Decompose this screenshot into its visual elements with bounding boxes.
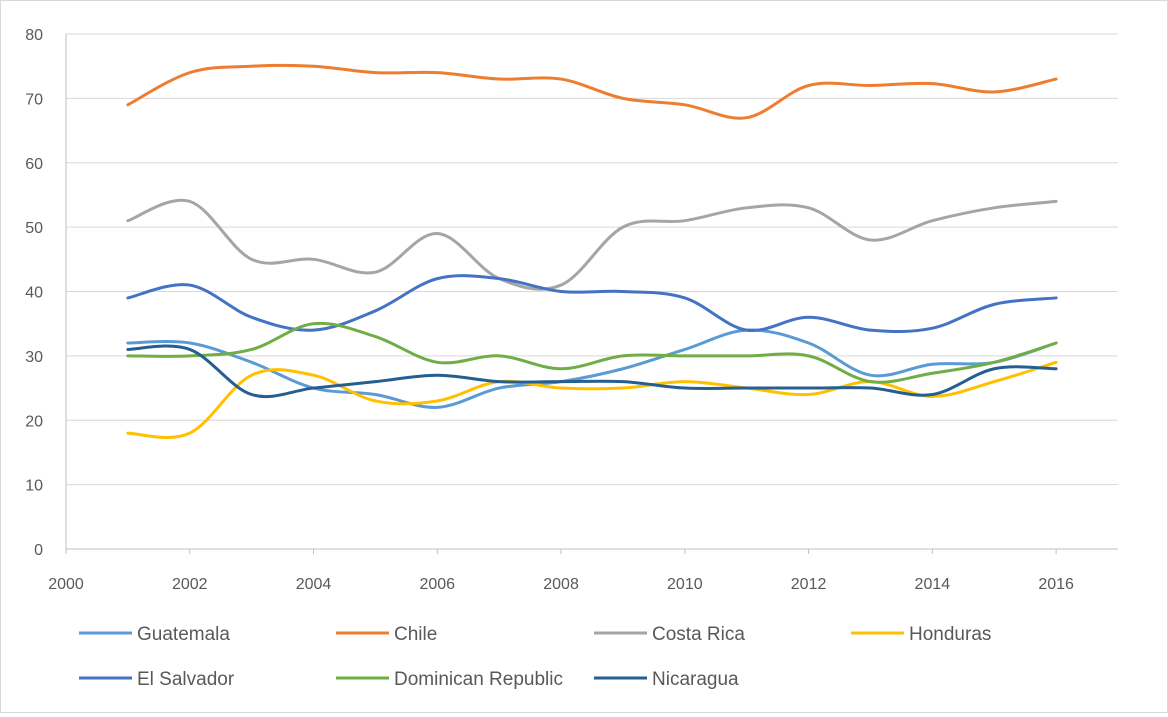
legend-item-chile: Chile bbox=[336, 624, 437, 645]
x-tick-label: 2006 bbox=[419, 576, 455, 593]
x-tick-label: 2008 bbox=[543, 576, 579, 593]
legend-item-el-salvador: El Salvador bbox=[79, 669, 235, 690]
legend: Guatemala Chile Costa Rica Honduras El Salva… bbox=[79, 624, 991, 690]
series-line-honduras bbox=[126, 360, 1058, 440]
series-line-dominican-republic bbox=[126, 321, 1058, 384]
y-tick-label: 30 bbox=[25, 349, 43, 366]
axes: 0 10 20 30 40 50 60 70 80 2000 2002 2004 2006 2008 201… bbox=[25, 27, 1118, 593]
legend-item-honduras: Honduras bbox=[851, 624, 991, 645]
x-tick-label: 2014 bbox=[915, 576, 951, 593]
gridlines bbox=[66, 33, 1118, 486]
y-tick-label: 60 bbox=[25, 156, 43, 173]
legend-label: Nicaragua bbox=[652, 669, 739, 690]
legend-label: El Salvador bbox=[137, 669, 235, 690]
x-tick-label: 2002 bbox=[172, 576, 208, 593]
legend-item-dominican-republic: Dominican Republic bbox=[336, 669, 563, 690]
legend-label: Chile bbox=[394, 624, 437, 645]
series-line-costa-rica bbox=[126, 198, 1058, 291]
series-line-chile bbox=[126, 63, 1058, 120]
y-tick-label: 50 bbox=[25, 220, 43, 237]
series-line-el-salvador bbox=[126, 274, 1058, 333]
series-line-nicaragua bbox=[126, 344, 1058, 399]
series-line-guatemala bbox=[126, 328, 1058, 409]
x-tick-label: 2000 bbox=[48, 576, 84, 593]
legend-label: Honduras bbox=[909, 624, 991, 645]
legend-item-costa-rica: Costa Rica bbox=[594, 624, 745, 645]
x-tick-label: 2016 bbox=[1038, 576, 1074, 593]
series-lines bbox=[126, 63, 1058, 440]
y-tick-label: 20 bbox=[25, 413, 43, 430]
legend-label: Guatemala bbox=[137, 624, 230, 645]
y-tick-label: 80 bbox=[25, 27, 43, 44]
y-tick-label: 0 bbox=[34, 542, 43, 559]
x-tick-label: 2012 bbox=[791, 576, 827, 593]
legend-label: Costa Rica bbox=[652, 624, 745, 645]
y-tick-label: 70 bbox=[25, 91, 43, 108]
y-tick-label: 40 bbox=[25, 285, 43, 302]
y-tick-label: 10 bbox=[25, 478, 43, 495]
legend-label: Dominican Republic bbox=[394, 669, 563, 690]
legend-item-nicaragua: Nicaragua bbox=[594, 669, 739, 690]
legend-item-guatemala: Guatemala bbox=[79, 624, 230, 645]
x-tick-label: 2010 bbox=[667, 576, 703, 593]
x-tick-label: 2004 bbox=[296, 576, 332, 593]
